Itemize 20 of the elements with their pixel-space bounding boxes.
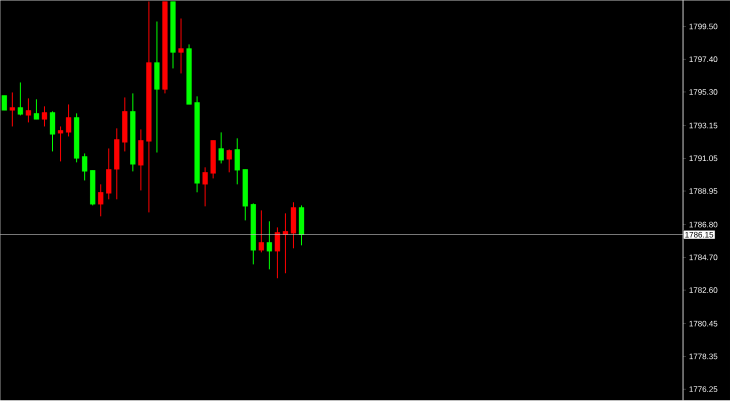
candlestick <box>282 213 288 274</box>
candlestick <box>34 98 40 120</box>
candlestick <box>98 184 104 217</box>
candlestick <box>218 132 224 164</box>
candlestick <box>82 153 88 182</box>
candlestick <box>10 92 15 128</box>
candlestick <box>26 98 32 124</box>
candlestick <box>2 95 7 112</box>
candlestick <box>178 18 184 74</box>
candlestick <box>66 104 72 138</box>
candlestick <box>58 126 64 162</box>
candlestick <box>234 138 240 185</box>
candlestick <box>202 166 208 207</box>
candlestick <box>258 210 264 254</box>
candlestick <box>266 220 272 270</box>
candlestick <box>18 82 24 116</box>
candlestick <box>226 149 232 173</box>
candlestick <box>274 227 280 279</box>
candlestick <box>42 106 48 128</box>
candlestick <box>50 110 56 152</box>
